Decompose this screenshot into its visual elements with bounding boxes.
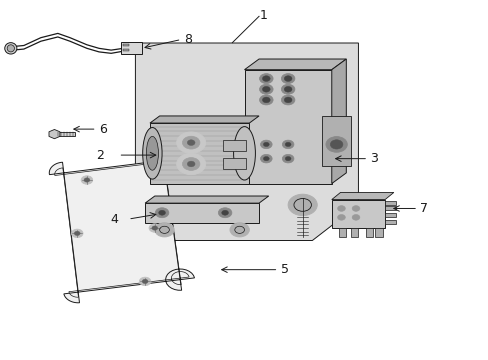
- Circle shape: [351, 206, 359, 211]
- Polygon shape: [331, 59, 346, 184]
- Circle shape: [142, 279, 148, 284]
- Circle shape: [84, 178, 90, 182]
- Circle shape: [281, 95, 294, 105]
- Circle shape: [187, 161, 195, 167]
- Circle shape: [262, 76, 270, 81]
- Circle shape: [329, 140, 342, 149]
- Circle shape: [71, 229, 83, 238]
- Bar: [222, 158, 245, 168]
- Circle shape: [155, 208, 168, 218]
- Circle shape: [284, 86, 291, 92]
- Bar: [222, 140, 245, 151]
- Bar: [123, 49, 129, 51]
- Circle shape: [337, 215, 345, 220]
- Circle shape: [262, 97, 270, 103]
- Circle shape: [337, 206, 345, 211]
- Polygon shape: [145, 196, 268, 203]
- Circle shape: [159, 210, 165, 215]
- Polygon shape: [244, 59, 346, 70]
- Ellipse shape: [7, 45, 15, 52]
- Circle shape: [182, 136, 200, 149]
- Polygon shape: [135, 43, 358, 240]
- Circle shape: [187, 140, 195, 145]
- Polygon shape: [244, 70, 331, 184]
- Ellipse shape: [233, 127, 255, 180]
- Text: 8: 8: [183, 33, 191, 46]
- Circle shape: [182, 158, 200, 170]
- Circle shape: [221, 210, 228, 215]
- Text: 2: 2: [96, 149, 103, 162]
- Circle shape: [259, 95, 272, 105]
- Circle shape: [281, 84, 294, 94]
- Circle shape: [229, 223, 249, 237]
- Circle shape: [218, 208, 231, 218]
- Circle shape: [259, 73, 272, 84]
- Circle shape: [155, 223, 174, 237]
- Circle shape: [176, 153, 205, 175]
- Bar: [338, 228, 346, 237]
- Circle shape: [262, 86, 270, 92]
- FancyBboxPatch shape: [121, 42, 142, 54]
- Ellipse shape: [142, 127, 162, 179]
- Bar: [55, 132, 75, 136]
- Circle shape: [176, 132, 205, 153]
- Circle shape: [282, 140, 293, 149]
- Bar: [375, 228, 382, 237]
- Circle shape: [263, 157, 269, 161]
- Polygon shape: [49, 130, 60, 139]
- Text: 6: 6: [99, 123, 107, 136]
- Circle shape: [149, 224, 160, 232]
- Circle shape: [74, 231, 80, 235]
- Text: 4: 4: [110, 213, 118, 226]
- Text: 3: 3: [370, 152, 378, 165]
- Text: 7: 7: [420, 202, 427, 215]
- Circle shape: [285, 157, 290, 161]
- Polygon shape: [322, 116, 350, 166]
- Polygon shape: [331, 193, 393, 199]
- Bar: [123, 44, 129, 46]
- Bar: [331, 199, 385, 228]
- Polygon shape: [150, 116, 259, 123]
- Polygon shape: [150, 123, 249, 184]
- Polygon shape: [49, 150, 194, 303]
- Bar: [385, 201, 395, 205]
- Circle shape: [282, 154, 293, 163]
- Circle shape: [263, 142, 269, 147]
- Bar: [385, 220, 395, 225]
- Circle shape: [351, 215, 359, 220]
- Circle shape: [281, 73, 294, 84]
- Circle shape: [284, 97, 291, 103]
- Circle shape: [287, 194, 317, 216]
- Ellipse shape: [5, 42, 17, 54]
- Text: 5: 5: [280, 263, 288, 276]
- Circle shape: [152, 226, 158, 230]
- Circle shape: [260, 154, 272, 163]
- Text: 1: 1: [260, 9, 267, 22]
- Circle shape: [259, 84, 272, 94]
- Bar: [385, 213, 395, 217]
- Circle shape: [260, 140, 272, 149]
- Polygon shape: [145, 203, 259, 223]
- Ellipse shape: [146, 136, 158, 170]
- Bar: [365, 228, 372, 237]
- Circle shape: [81, 176, 93, 184]
- Bar: [385, 206, 395, 210]
- Circle shape: [285, 142, 290, 147]
- Bar: [350, 228, 358, 237]
- Circle shape: [139, 277, 151, 286]
- Circle shape: [284, 76, 291, 81]
- Circle shape: [325, 136, 346, 152]
